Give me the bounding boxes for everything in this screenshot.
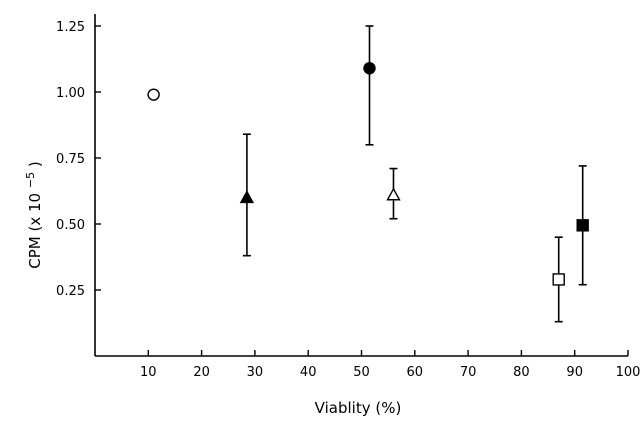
- data-point-open-square: [552, 236, 565, 323]
- x-tick-label: 20: [193, 365, 210, 380]
- x-axis-title: Viablity (%): [315, 399, 402, 417]
- data-point-filled-triangle: [239, 133, 255, 257]
- y-axis-title-exponent: −5: [24, 172, 37, 188]
- axes: [94, 14, 628, 357]
- y-tick-label: 0.25: [56, 284, 85, 299]
- x-tick-label: 40: [300, 365, 317, 380]
- marker-triangle: [386, 187, 401, 201]
- y-tick-label: 1.00: [56, 86, 85, 101]
- data-point-filled-square: [576, 165, 589, 286]
- marker-circle: [147, 88, 160, 101]
- y-axis-title: CPM (x 10 −5 ): [20, 161, 44, 268]
- y-tick-label: 1.25: [56, 20, 85, 35]
- marker-square: [552, 273, 565, 286]
- x-tick-label: 80: [513, 365, 530, 380]
- x-tick-label: 10: [140, 365, 157, 380]
- x-tick-label: 90: [566, 365, 583, 380]
- x-tick-label: 60: [407, 365, 424, 380]
- y-axis-ticks: 0.25 0.50 0.75 1.00 1.25: [56, 20, 101, 299]
- marker-triangle: [239, 190, 255, 204]
- marker-circle: [363, 62, 376, 75]
- x-tick-label: 30: [247, 365, 264, 380]
- y-tick-label: 0.50: [56, 218, 85, 233]
- marker-square: [576, 219, 589, 232]
- x-axis-ticks: 10 20 30 40 50 60 70 80 90 100: [140, 350, 640, 380]
- y-tick-label: 0.75: [56, 152, 85, 167]
- y-axis-title-main: CPM (x 10: [26, 193, 44, 269]
- x-tick-label: 100: [616, 365, 641, 380]
- data-points: [147, 25, 589, 323]
- y-axis-title-suffix: ): [26, 161, 44, 167]
- data-point-open-circle: [147, 88, 160, 101]
- x-tick-label: 50: [353, 365, 370, 380]
- x-tick-label: 70: [460, 365, 477, 380]
- data-point-filled-circle: [363, 25, 376, 146]
- data-point-open-triangle: [386, 167, 401, 220]
